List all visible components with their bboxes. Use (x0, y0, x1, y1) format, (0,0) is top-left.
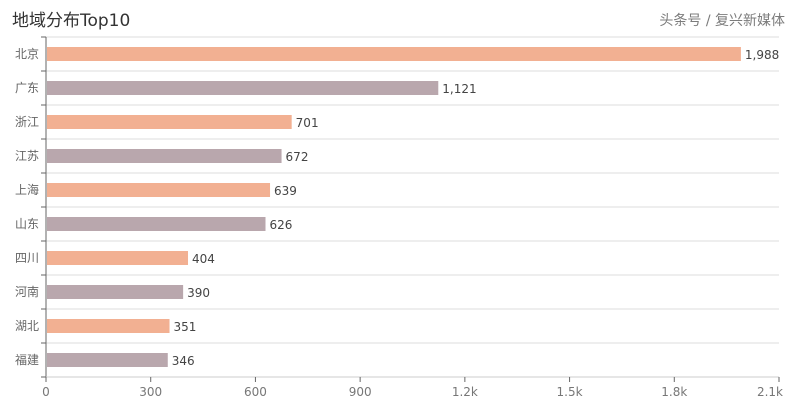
bar (47, 353, 168, 367)
bar (47, 183, 271, 197)
data-label: 351 (174, 320, 197, 334)
bar (47, 319, 170, 333)
x-tick-label: 1.8k (661, 385, 687, 399)
x-tick-label: 300 (139, 385, 162, 399)
y-tick-label: 广东 (15, 81, 39, 95)
bar (47, 217, 266, 231)
y-tick-label: 江苏 (15, 149, 39, 163)
watermark: 头条号 / 复兴新媒体 (659, 13, 785, 29)
data-label: 404 (192, 252, 215, 266)
bar (47, 149, 282, 163)
x-tick-label: 1.2k (452, 385, 478, 399)
y-tick-label: 四川 (15, 251, 39, 265)
data-label: 390 (187, 286, 210, 300)
bar (47, 81, 439, 95)
y-tick-label: 河南 (15, 284, 39, 299)
x-tick-label: 2.1k (757, 385, 783, 399)
data-label: 1,121 (442, 82, 476, 96)
data-label: 672 (286, 150, 309, 164)
data-label: 346 (172, 354, 195, 368)
y-tick-label: 山东 (15, 217, 39, 231)
x-tick-label: 1.5k (557, 385, 583, 399)
data-label: 626 (270, 218, 293, 232)
y-tick-label: 北京 (15, 47, 39, 61)
data-label: 639 (274, 184, 297, 198)
y-tick-label: 浙江 (15, 115, 39, 129)
x-tick-label: 900 (349, 385, 372, 399)
x-tick-label: 600 (244, 385, 267, 399)
y-tick-label: 福建 (15, 352, 39, 367)
bar (47, 285, 184, 299)
y-tick-label: 湖北 (15, 318, 39, 333)
y-tick-label: 上海 (15, 182, 39, 197)
data-label: 1,988 (745, 48, 779, 62)
bar (47, 115, 292, 129)
bar (47, 251, 189, 265)
chart-title: 地域分布Top10 (12, 11, 131, 31)
bar (47, 47, 741, 61)
data-label: 701 (296, 116, 319, 130)
x-tick-label: 0 (42, 385, 50, 399)
